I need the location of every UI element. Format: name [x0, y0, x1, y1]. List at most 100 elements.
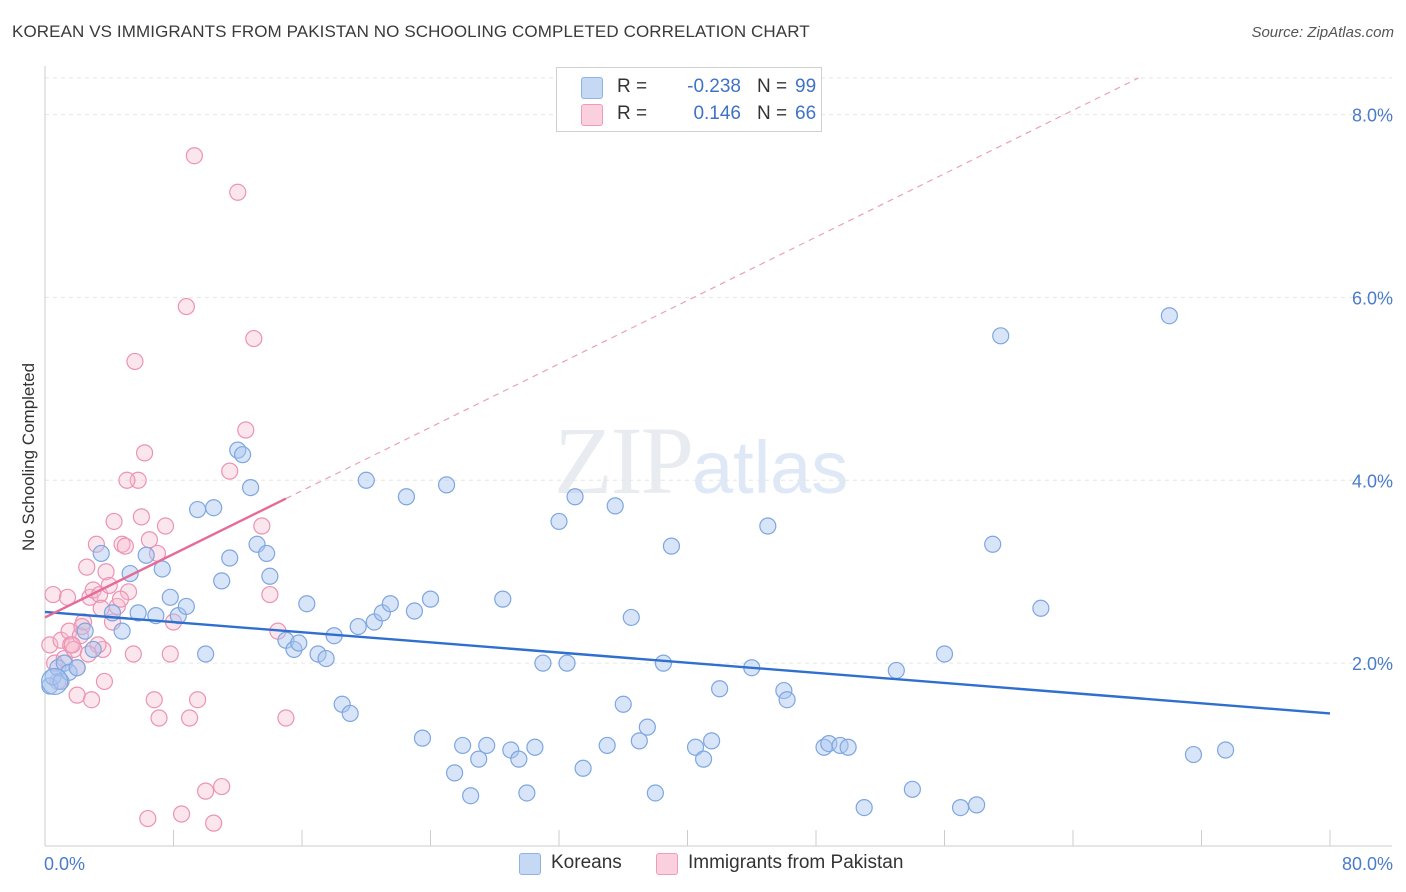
korean-point [1216, 741, 1235, 759]
korean-point [654, 654, 673, 672]
korean-point [205, 499, 223, 517]
korean-point [638, 718, 656, 736]
korean-point [775, 681, 793, 700]
pakistan-point [229, 183, 247, 201]
korean-point [177, 597, 195, 616]
korean-point [55, 654, 73, 672]
pakistan-point [135, 444, 154, 462]
korean-point [935, 645, 954, 663]
korean-point [518, 784, 536, 802]
pakistan-point [46, 654, 64, 672]
pakistan-point [145, 691, 163, 709]
korean-point [129, 604, 147, 622]
korean-point [778, 691, 796, 709]
korean-point [662, 537, 681, 555]
pakistan-point [221, 462, 239, 480]
chart-title: KOREAN VS IMMIGRANTS FROM PAKISTAN NO SC… [12, 22, 810, 41]
pakistan-point [253, 517, 271, 535]
korean-point [686, 738, 705, 756]
pakistan-point [213, 777, 231, 796]
pakistan-point [126, 352, 144, 371]
korean-point [445, 764, 464, 782]
korean-point [606, 497, 624, 515]
korean-point [1184, 745, 1203, 764]
grid-lines [45, 77, 1392, 664]
korean-point [598, 736, 616, 755]
y-tick-label: 8.0% [1352, 106, 1393, 126]
y-tick-label: 6.0% [1352, 288, 1393, 308]
korean-point [887, 661, 905, 680]
korean-point [84, 640, 102, 659]
pakistan-trend-line [44, 497, 287, 619]
korean-point [233, 446, 252, 464]
korean-point [68, 659, 86, 677]
pakistan-point [277, 709, 295, 727]
x-tick-label-min: 0.0% [44, 854, 85, 874]
pakistan-point [97, 563, 115, 581]
korean-point [317, 649, 335, 668]
korean-point [478, 736, 496, 755]
pakistan-point [139, 809, 157, 828]
y-axis-label: No Schooling Completed [19, 363, 38, 551]
pakistan-point [105, 512, 123, 531]
korean-point [454, 736, 472, 755]
korean-point [137, 546, 155, 564]
korean-point [470, 750, 488, 768]
pakistan-point [124, 645, 142, 663]
korean-point [341, 704, 359, 723]
pakistan-point [63, 636, 81, 654]
korean-point [526, 738, 544, 756]
korean-point [903, 780, 921, 798]
legend-swatch-koreans [581, 77, 603, 99]
korean-point [229, 441, 247, 459]
pakistan-point [185, 147, 203, 165]
legend-swatch-pakistan [581, 104, 603, 126]
pakistan-point [82, 691, 101, 709]
pakistan-point [118, 471, 136, 489]
pakistan-point [180, 709, 199, 727]
korean-point [558, 654, 576, 672]
legend: R = -0.238 N = 99 R = 0.146 N = 66 [556, 67, 822, 132]
bottom-legend-label-koreans: Koreans [551, 852, 622, 873]
pakistan-point [44, 585, 62, 604]
korean-point [76, 622, 94, 640]
pakistan-point [116, 537, 134, 555]
pakistan-point [172, 805, 191, 823]
axes [44, 66, 1392, 847]
korean-point [41, 667, 69, 696]
korean-point [984, 535, 1002, 553]
korean-point [298, 595, 316, 613]
korean-point [113, 622, 131, 640]
pakistan-point [197, 782, 215, 800]
pakistan-point [150, 709, 168, 727]
korean-point [759, 517, 777, 535]
korean-point [462, 787, 480, 805]
legend-r-value: 0.146 [693, 103, 741, 124]
pakistan-point [132, 508, 150, 526]
korean-point [221, 549, 239, 567]
korean-point [839, 738, 857, 756]
tick-labels: 2.0% 4.0% 6.0% 8.0% 0.0% 80.0% [44, 106, 1393, 874]
korean-point [188, 500, 207, 519]
korean-point [397, 488, 416, 506]
korean-point [405, 602, 424, 620]
bottom-legend-label-pakistan: Immigrants from Pakistan [688, 852, 904, 873]
korean-point [290, 634, 308, 652]
korean-point [213, 572, 231, 590]
pakistan-point [73, 617, 91, 636]
pakistan-point [156, 517, 175, 535]
pakistan-point [261, 585, 279, 604]
korean-point [309, 645, 327, 663]
pakistan-point [95, 672, 114, 691]
korean-point [646, 784, 664, 802]
korean-point [242, 479, 260, 497]
pakistan-point [41, 636, 59, 654]
korean-point [855, 798, 873, 817]
korean-point [1160, 307, 1178, 325]
korean-point [550, 512, 568, 531]
pakistan-points [41, 147, 295, 832]
korean-point [622, 608, 640, 627]
korean-point [968, 796, 986, 814]
pakistan-point [78, 558, 96, 576]
korean-point [566, 488, 584, 506]
